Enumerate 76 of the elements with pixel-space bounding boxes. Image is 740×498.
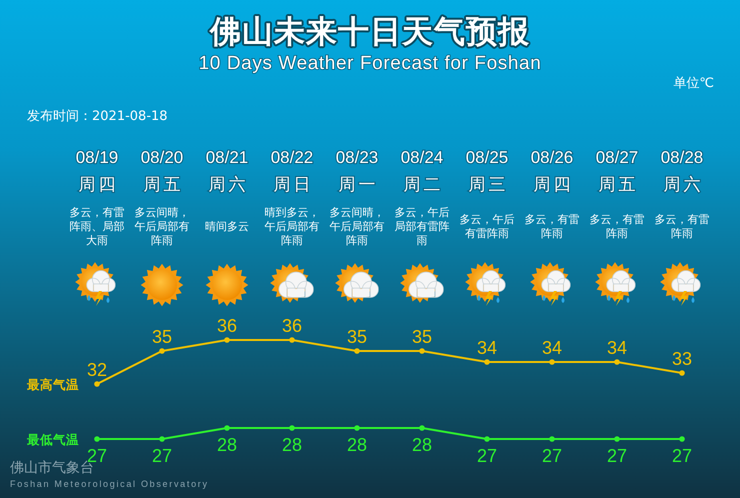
data-label: 34 — [542, 338, 562, 358]
data-label: 27 — [542, 446, 562, 466]
series-label: 最低气温 — [26, 432, 79, 447]
point — [354, 348, 360, 354]
text: 多云，有雷阵雨、局部大雨 — [70, 206, 124, 247]
chart-title: 佛山未来十日天气预报 — [209, 14, 530, 50]
text: 周四 — [534, 175, 574, 195]
point — [354, 425, 360, 431]
data-label: 28 — [412, 435, 432, 455]
text: 多云，有雷阵雨 — [654, 213, 710, 240]
data-label: 35 — [152, 327, 172, 347]
data-label: 27 — [606, 446, 628, 466]
text: 晴间多云 — [205, 220, 249, 233]
chart-subtitle: 10 Days Weather Forecast for Foshan — [198, 53, 542, 74]
text: Foshan Meteorological Observatory — [10, 479, 209, 489]
data-label: 28 — [346, 435, 368, 455]
text: 周六 — [664, 175, 704, 195]
data-label: 34 — [476, 338, 498, 358]
data-label: 27 — [476, 446, 498, 466]
x-tick-label: 08/28 — [660, 148, 704, 167]
text: 周三 — [468, 175, 508, 195]
x-tick-label: 08/26 — [530, 148, 574, 167]
text: 多云，有雷阵雨 — [590, 213, 644, 240]
data-label: 33 — [672, 349, 692, 369]
x-tick-label: 08/24 — [400, 148, 444, 167]
text: 周五 — [144, 175, 184, 195]
text: 发布时间：2021-08-18 — [27, 109, 168, 124]
point — [679, 370, 685, 376]
text: 多云，午后有雷阵雨 — [460, 213, 514, 240]
point — [484, 359, 490, 365]
point — [289, 337, 295, 343]
point — [419, 425, 425, 431]
x-tick-label: 08/22 — [270, 148, 314, 167]
point — [549, 436, 555, 442]
text: 晴到多云，午后局部有阵雨 — [264, 206, 320, 247]
text: 单位℃ — [673, 76, 714, 91]
data-label: 36 — [282, 316, 302, 336]
text: 多云，有雷阵雨 — [524, 213, 580, 240]
text: 周日 — [274, 175, 314, 195]
text: 周五 — [598, 175, 638, 195]
text: 周六 — [208, 175, 248, 195]
point — [614, 436, 620, 442]
point — [224, 337, 230, 343]
text: 周一 — [338, 175, 378, 195]
x-tick-label: 08/25 — [466, 148, 508, 167]
data-label: 34 — [606, 338, 628, 358]
point — [289, 425, 295, 431]
x-tick-label: 08/23 — [336, 148, 378, 167]
data-label: 35 — [346, 327, 368, 347]
x-tick-label: 08/20 — [140, 148, 184, 167]
point — [224, 425, 230, 431]
data-label: 36 — [216, 316, 238, 336]
point — [159, 348, 165, 354]
text: 周四 — [78, 175, 118, 195]
data-label: 28 — [216, 435, 238, 455]
data-label: 27 — [152, 446, 172, 466]
point — [419, 348, 425, 354]
point — [94, 436, 100, 442]
x-tick-label: 08/21 — [206, 148, 248, 167]
x-tick-label: 08/27 — [596, 148, 638, 167]
data-label: 28 — [282, 435, 302, 455]
point — [94, 381, 100, 387]
x-tick-label: 08/19 — [76, 148, 118, 167]
point — [679, 436, 685, 442]
text: 多云间晴，午后局部有阵雨 — [134, 206, 190, 247]
data-label: 35 — [412, 327, 432, 347]
point — [614, 359, 620, 365]
data-label: 27 — [672, 446, 692, 466]
point — [549, 359, 555, 365]
text: 多云，午后局部有雷阵雨 — [394, 206, 450, 247]
text: 多云间晴，午后局部有阵雨 — [330, 206, 384, 247]
point — [484, 436, 490, 442]
series-label: 最高气温 — [26, 377, 79, 392]
point — [159, 436, 165, 442]
text: 周二 — [404, 175, 444, 195]
data-label: 32 — [86, 360, 108, 380]
